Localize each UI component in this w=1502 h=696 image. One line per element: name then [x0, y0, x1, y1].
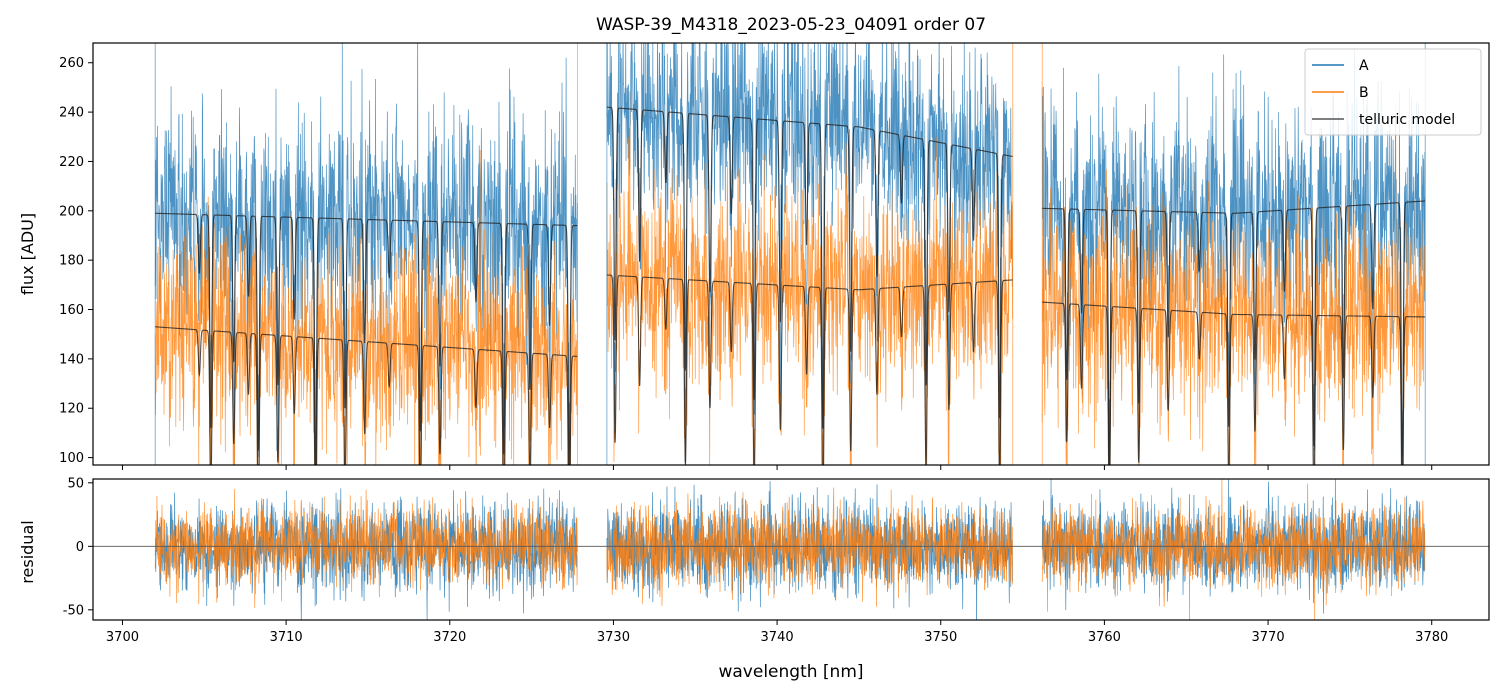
telluric-model-line	[1042, 200, 1426, 465]
flux-ytick-label: 200	[59, 204, 84, 219]
series-b-flux	[606, 91, 1013, 465]
flux-ytick-label: 140	[59, 352, 84, 367]
flux-ylabel: flux [ADU]	[18, 213, 37, 295]
flux-ytick-label: 220	[59, 155, 84, 170]
legend-label-a: A	[1359, 58, 1369, 74]
telluric-model-line	[1042, 301, 1426, 465]
telluric-model-line	[155, 326, 578, 465]
chart-title: WASP-39_M4318_2023-05-23_04091 order 07	[596, 15, 986, 35]
flux-axes-frame	[92, 42, 1490, 466]
residual-ytick-label: 0	[76, 540, 84, 555]
residual-ytick-label: -50	[63, 603, 84, 618]
series-b-flux	[154, 149, 578, 465]
flux-ytick-label: 240	[59, 106, 84, 121]
legend: A B telluric model	[1304, 48, 1482, 136]
residual-xtick-label: 3710	[270, 630, 303, 645]
residual-xtick-label: 3730	[597, 630, 630, 645]
residual-series-group	[93, 479, 1489, 620]
residual-axes-frame	[92, 478, 1490, 621]
residual-ylabel: residual	[18, 520, 37, 583]
flux-ytick-label: 180	[59, 254, 84, 269]
flux-y-ticks: 100 120 140 160 180 200 220 240 260	[59, 56, 93, 466]
residual-xtick-label: 3740	[761, 630, 794, 645]
series-b-residual	[154, 488, 578, 608]
residual-xtick-label: 3760	[1088, 630, 1121, 645]
flux-ytick-label: 260	[59, 56, 84, 71]
series-a-flux	[154, 43, 578, 465]
flux-panel: 100 120 140 160 180 200 220 240 260 flux [ADU] A…	[18, 42, 1490, 470]
series-b-residual	[606, 487, 1013, 607]
legend-box	[1304, 48, 1482, 136]
residual-xtick-label: 3770	[1252, 630, 1285, 645]
residual-xtick-label: 3750	[924, 630, 957, 645]
flux-ytick-label: 100	[59, 451, 84, 466]
residual-y-ticks: -50 0 50	[63, 476, 93, 618]
telluric-model-line	[155, 212, 578, 465]
series-a-flux	[1041, 49, 1426, 465]
residual-xtick-label: 3720	[433, 630, 466, 645]
series-b-flux	[1041, 104, 1426, 465]
telluric-model-line	[606, 106, 1013, 429]
legend-label-b: B	[1359, 85, 1369, 101]
residual-xtick-label: 3780	[1415, 630, 1448, 645]
residual-xlabel: wavelength [nm]	[718, 662, 863, 682]
legend-label-telluric: telluric model	[1359, 112, 1455, 128]
residual-ytick-label: 50	[67, 476, 84, 491]
flux-x-ticks	[121, 465, 1433, 470]
telluric-model-line	[606, 274, 1013, 465]
residual-xtick-label: 3700	[106, 630, 139, 645]
flux-ytick-label: 120	[59, 402, 84, 417]
residual-x-ticks: 3700 3710 3720 3730 3740 3750 3760 3770 3780	[106, 620, 1448, 645]
flux-ytick-label: 160	[59, 303, 84, 318]
